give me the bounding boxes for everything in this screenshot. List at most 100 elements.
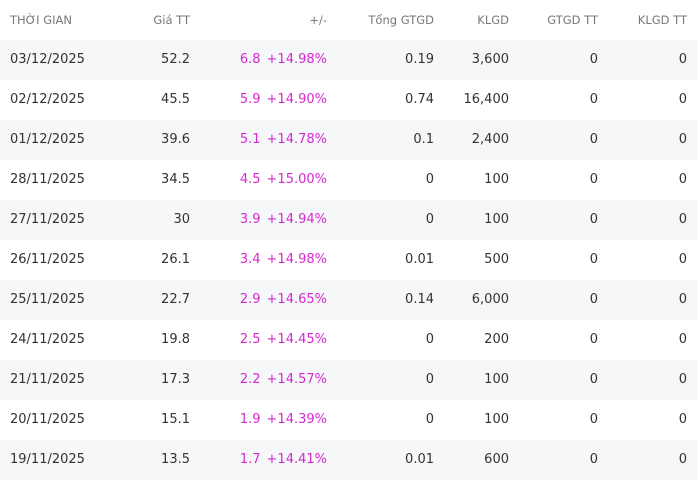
price-cell: 26.1	[161, 252, 190, 267]
header-cell: KLGD	[477, 13, 509, 27]
date-cell: 21/11/2025	[10, 372, 85, 387]
price-cell: 22.7	[161, 292, 190, 307]
agreed-volume-cell: 0	[678, 452, 687, 467]
agreed-value-cell: 0	[589, 252, 598, 267]
total-value-cell: 0	[425, 372, 434, 387]
total-value-cell: 0.01	[405, 452, 434, 467]
change-percent: +14.78%	[266, 132, 327, 147]
agreed-volume-cell: 0	[678, 92, 687, 107]
data-row: 28/11/2025 34.5 4.5 +15.00% 0 100 0 0	[0, 160, 697, 200]
data-row: 03/12/2025 52.2 6.8 +14.98% 0.19 3,600 0 0	[0, 40, 697, 80]
change-cell: 2.9 +14.65%	[240, 280, 327, 320]
volume-cell: 3,600	[471, 52, 509, 67]
change-percent: +14.94%	[266, 212, 327, 227]
volume-cell: 2,400	[471, 132, 509, 147]
change-percent: +14.98%	[266, 252, 327, 267]
change-cell: 5.1 +14.78%	[240, 120, 327, 160]
volume-cell: 100	[484, 372, 509, 387]
change-cell: 2.2 +14.57%	[240, 360, 327, 400]
date-cell: 26/11/2025	[10, 252, 85, 267]
agreed-value-cell: 0	[589, 132, 598, 147]
change-cell: 6.8 +14.98%	[240, 40, 327, 80]
volume-cell: 100	[484, 172, 509, 187]
change-value: 3.9	[239, 212, 261, 227]
date-cell: 20/11/2025	[10, 412, 85, 427]
total-value-cell: 0.01	[405, 252, 434, 267]
date-cell: 03/12/2025	[10, 52, 85, 67]
agreed-value-cell: 0	[589, 292, 598, 307]
price-cell: 52.2	[161, 52, 190, 67]
total-value-cell: 0	[425, 172, 434, 187]
agreed-volume-cell: 0	[678, 132, 687, 147]
agreed-value-cell: 0	[589, 412, 598, 427]
price-cell: 15.1	[161, 412, 190, 427]
date-cell: 01/12/2025	[10, 132, 85, 147]
date-cell: 25/11/2025	[10, 292, 85, 307]
price-cell: 34.5	[161, 172, 190, 187]
change-value: 4.5	[239, 172, 261, 187]
data-row: 19/11/2025 13.5 1.7 +14.41% 0.01 600 0 0	[0, 440, 697, 480]
agreed-value-cell: 0	[589, 212, 598, 227]
change-percent: +14.90%	[266, 92, 327, 107]
change-value: 1.9	[239, 412, 261, 427]
agreed-value-cell: 0	[589, 172, 598, 187]
change-cell: 3.9 +14.94%	[240, 200, 327, 240]
date-cell: 19/11/2025	[10, 452, 85, 467]
agreed-value-cell: 0	[589, 52, 598, 67]
change-value: 6.8	[239, 52, 261, 67]
change-percent: +14.98%	[266, 52, 327, 67]
data-row: 27/11/2025 30 3.9 +14.94% 0 100 0 0	[0, 200, 697, 240]
price-cell: 13.5	[161, 452, 190, 467]
header-cell: GTGD TT	[547, 13, 598, 27]
header-cell: +/-	[309, 13, 327, 27]
change-value: 3.4	[239, 252, 261, 267]
agreed-value-cell: 0	[589, 452, 598, 467]
change-value: 2.5	[239, 332, 261, 347]
change-value: 2.2	[239, 372, 261, 387]
change-percent: +14.39%	[266, 412, 327, 427]
volume-cell: 500	[484, 252, 509, 267]
change-percent: +14.41%	[266, 452, 327, 467]
header-cell: Giá TT	[153, 13, 190, 27]
date-cell: 28/11/2025	[10, 172, 85, 187]
date-cell: 27/11/2025	[10, 212, 85, 227]
header-cell: THỜI GIAN	[10, 13, 72, 27]
volume-cell: 600	[484, 452, 509, 467]
change-cell: 1.7 +14.41%	[240, 440, 327, 480]
data-row: 26/11/2025 26.1 3.4 +14.98% 0.01 500 0 0	[0, 240, 697, 280]
data-row: 24/11/2025 19.8 2.5 +14.45% 0 200 0 0	[0, 320, 697, 360]
agreed-value-cell: 0	[589, 372, 598, 387]
price-cell: 17.3	[161, 372, 190, 387]
change-cell: 3.4 +14.98%	[240, 240, 327, 280]
date-cell: 24/11/2025	[10, 332, 85, 347]
agreed-volume-cell: 0	[678, 172, 687, 187]
agreed-value-cell: 0	[589, 92, 598, 107]
agreed-volume-cell: 0	[678, 332, 687, 347]
change-value: 1.7	[239, 452, 261, 467]
data-row: 01/12/2025 39.6 5.1 +14.78% 0.1 2,400 0 0	[0, 120, 697, 160]
change-cell: 5.9 +14.90%	[240, 80, 327, 120]
change-percent: +14.45%	[266, 332, 327, 347]
agreed-volume-cell: 0	[678, 412, 687, 427]
change-percent: +14.57%	[266, 372, 327, 387]
data-row: 25/11/2025 22.7 2.9 +14.65% 0.14 6,000 0 0	[0, 280, 697, 320]
price-cell: 45.5	[161, 92, 190, 107]
data-row: 20/11/2025 15.1 1.9 +14.39% 0 100 0 0	[0, 400, 697, 440]
price-cell: 39.6	[161, 132, 190, 147]
change-cell: 1.9 +14.39%	[240, 400, 327, 440]
change-percent: +14.65%	[266, 292, 327, 307]
change-cell: 2.5 +14.45%	[240, 320, 327, 360]
total-value-cell: 0.14	[405, 292, 434, 307]
header-cell: Tổng GTGD	[368, 13, 434, 27]
data-row: 02/12/2025 45.5 5.9 +14.90% 0.74 16,400 0 0	[0, 80, 697, 120]
price-cell: 19.8	[161, 332, 190, 347]
agreed-value-cell: 0	[589, 332, 598, 347]
total-value-cell: 0.74	[405, 92, 434, 107]
volume-cell: 16,400	[463, 92, 510, 107]
change-value: 2.9	[239, 292, 261, 307]
volume-cell: 100	[484, 212, 509, 227]
total-value-cell: 0.1	[413, 132, 434, 147]
change-cell: 4.5 +15.00%	[240, 160, 327, 200]
header-row: THỜI GIAN Giá TT +/- Tổng GTGD KLGD GTGD TT KL…	[0, 0, 697, 40]
